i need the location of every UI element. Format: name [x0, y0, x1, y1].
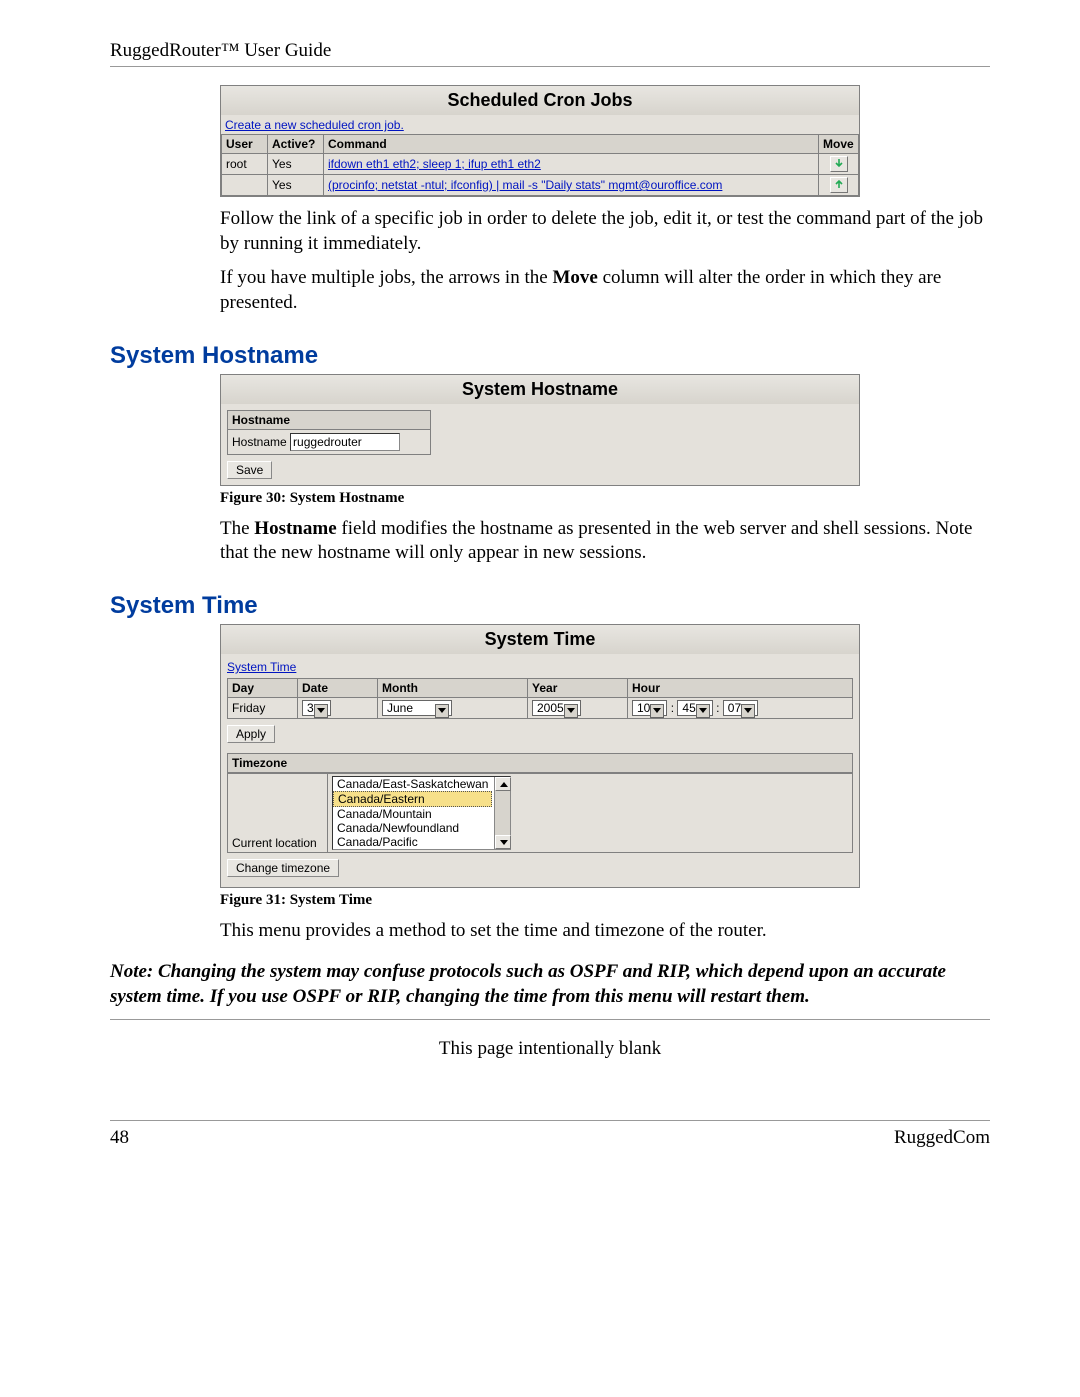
col-hour: Hour — [628, 679, 853, 698]
save-button[interactable]: Save — [227, 461, 272, 479]
figure31-caption: Figure 31: System Time — [220, 892, 990, 909]
table-row: root Yes ifdown eth1 eth2; sleep 1; ifup… — [222, 154, 859, 175]
cron-active: Yes — [268, 175, 324, 196]
cron-col-active: Active? — [268, 135, 324, 154]
cron-table: User Active? Command Move root Yes ifdow… — [221, 134, 859, 196]
col-month: Month — [378, 679, 528, 698]
change-timezone-button[interactable]: Change timezone — [227, 859, 339, 877]
running-header: RuggedRouter™ User Guide — [110, 40, 990, 67]
time-shot-title: System Time — [221, 625, 859, 654]
scroll-down-icon[interactable] — [495, 835, 511, 849]
time-heading: System Time — [110, 592, 990, 620]
cron-col-move: Move — [819, 135, 859, 154]
hostname-input[interactable] — [290, 433, 400, 451]
hostname-heading: System Hostname — [110, 342, 990, 370]
text: The — [220, 518, 254, 539]
cron-active: Yes — [268, 154, 324, 175]
timezone-option[interactable]: Canada/Mountain — [333, 807, 492, 821]
colon: : — [716, 701, 719, 715]
cron-create-link[interactable]: Create a new scheduled cron job. — [225, 118, 404, 132]
current-location-label: Current location — [228, 774, 328, 853]
date-select[interactable]: 3 — [302, 700, 331, 716]
timezone-option[interactable]: Canada/Pacific — [333, 835, 492, 849]
timezone-option[interactable]: Canada/East-Saskatchewan — [333, 777, 492, 791]
move-bold: Move — [552, 267, 597, 288]
cron-para2: If you have multiple jobs, the arrows in… — [220, 266, 990, 315]
text: If you have multiple jobs, the arrows in… — [220, 267, 552, 288]
cron-para1: Follow the link of a specific job in ord… — [220, 207, 990, 256]
hostname-group: Hostname — [227, 410, 431, 430]
col-year: Year — [528, 679, 628, 698]
hour-select[interactable]: 10 — [632, 700, 667, 716]
timezone-listbox[interactable]: Canada/East-SaskatchewanCanada/EasternCa… — [332, 776, 511, 850]
cron-command-link[interactable]: ifdown eth1 eth2; sleep 1; ifup eth1 eth… — [328, 157, 541, 171]
cron-command-link[interactable]: (procinfo; netstat -ntul; ifconfig) | ma… — [328, 178, 722, 192]
minute-select[interactable]: 45 — [677, 700, 712, 716]
intentionally-blank: This page intentionally blank — [110, 1038, 990, 1060]
time-note: Note: Changing the system may confuse pr… — [110, 960, 990, 1009]
hostname-field-label: Hostname — [232, 435, 287, 449]
system-time-tab[interactable]: System Time — [227, 660, 296, 674]
month-select[interactable]: June — [382, 700, 452, 716]
timezone-header: Timezone — [227, 753, 853, 773]
move-up-icon[interactable] — [830, 177, 848, 193]
hostname-para: The Hostname field modifies the hostname… — [220, 517, 990, 566]
hostname-screenshot: System Hostname Hostname Hostname Save — [220, 374, 860, 486]
figure30-caption: Figure 30: System Hostname — [220, 490, 990, 507]
cron-col-command: Command — [324, 135, 819, 154]
time-table: Day Date Month Year Hour Friday 3 June 2… — [227, 678, 853, 719]
hostname-shot-title: System Hostname — [221, 375, 859, 404]
day-value: Friday — [228, 698, 298, 719]
col-day: Day — [228, 679, 298, 698]
footer-brand: RuggedCom — [894, 1127, 990, 1149]
divider — [110, 1019, 990, 1020]
timezone-option[interactable]: Canada/Newfoundland — [333, 821, 492, 835]
cron-user — [222, 175, 268, 196]
table-row: Yes (procinfo; netstat -ntul; ifconfig) … — [222, 175, 859, 196]
hostname-bold: Hostname — [254, 518, 336, 539]
second-select[interactable]: 07 — [723, 700, 758, 716]
colon: : — [671, 701, 674, 715]
footer: 48 RuggedCom — [110, 1120, 990, 1149]
time-screenshot: System Time System Time Day Date Month Y… — [220, 624, 860, 888]
cron-title: Scheduled Cron Jobs — [221, 86, 859, 115]
year-select[interactable]: 2005 — [532, 700, 581, 716]
cron-user: root — [222, 154, 268, 175]
timezone-option[interactable]: Canada/Eastern — [333, 791, 492, 807]
col-date: Date — [298, 679, 378, 698]
cron-col-user: User — [222, 135, 268, 154]
page-number: 48 — [110, 1127, 129, 1149]
move-down-icon[interactable] — [830, 156, 848, 172]
time-para: This menu provides a method to set the t… — [220, 919, 990, 944]
apply-button[interactable]: Apply — [227, 725, 275, 743]
cron-screenshot: Scheduled Cron Jobs Create a new schedul… — [220, 85, 860, 197]
scroll-up-icon[interactable] — [495, 777, 511, 791]
